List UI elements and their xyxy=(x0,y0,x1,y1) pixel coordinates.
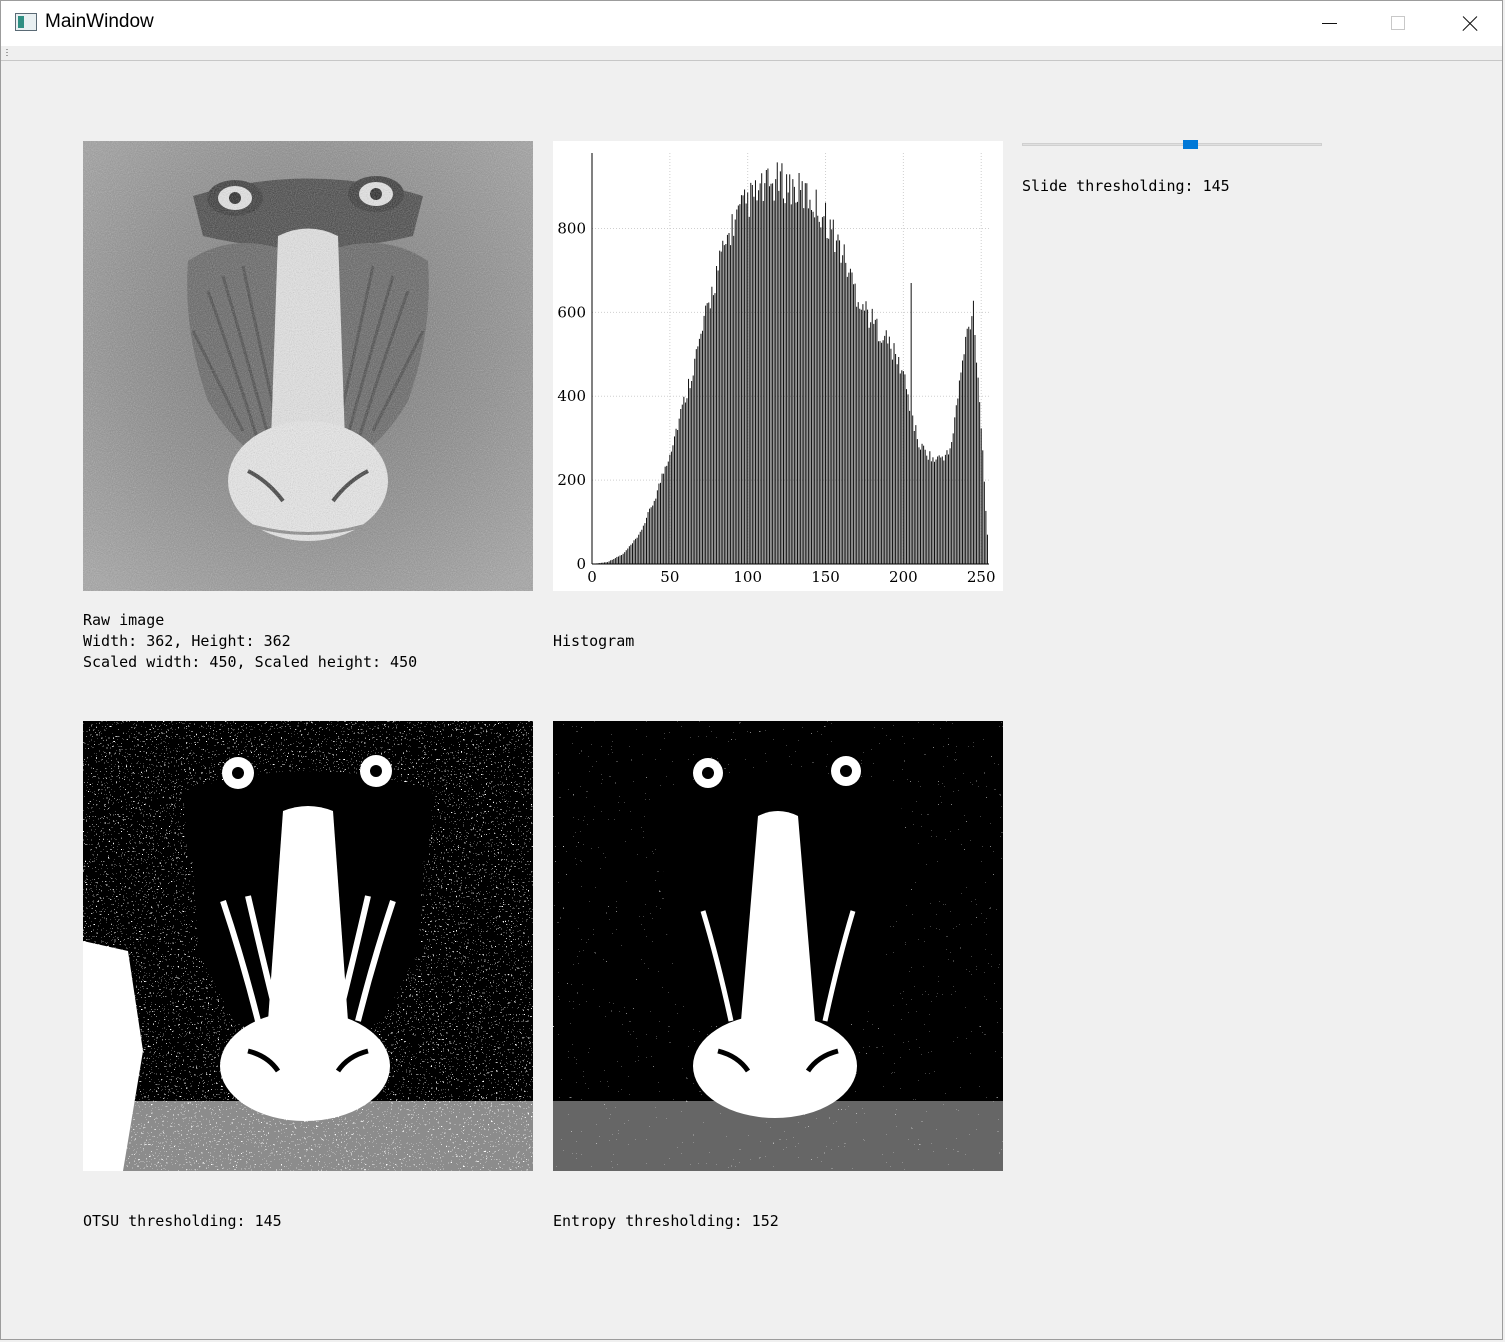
app-icon xyxy=(15,13,37,31)
title-bar[interactable]: MainWindow xyxy=(1,1,1502,46)
threshold-slider[interactable] xyxy=(1022,137,1322,153)
x-tick-label: 250 xyxy=(967,568,996,586)
histogram-chart: 0 50 100 150 200 250 0 200 400 600 800 xyxy=(553,141,1003,591)
y-tick-label: 0 xyxy=(576,555,586,573)
slider-track[interactable] xyxy=(1022,143,1322,146)
raw-image xyxy=(83,141,533,591)
slider-thumb[interactable] xyxy=(1183,140,1198,149)
y-tick-label: 600 xyxy=(557,303,586,321)
minimize-icon[interactable] xyxy=(1296,1,1364,46)
raw-image-size: Width: 362, Height: 362 xyxy=(83,632,291,650)
otsu-binary-image xyxy=(83,721,533,1171)
entropy-threshold-label: Entropy thresholding: 152 xyxy=(553,1212,779,1230)
baboon-grayscale-image xyxy=(83,141,533,591)
x-tick-label: 200 xyxy=(889,568,918,586)
otsu-threshold-label: OTSU thresholding: 145 xyxy=(83,1212,282,1230)
entropy-threshold-image xyxy=(553,721,1003,1171)
y-tick-label: 800 xyxy=(557,219,586,237)
otsu-threshold-image xyxy=(83,721,533,1171)
entropy-binary-image xyxy=(553,721,1003,1171)
maximize-icon[interactable] xyxy=(1364,1,1432,46)
x-tick-label: 150 xyxy=(811,568,840,586)
x-tick-label: 100 xyxy=(733,568,762,586)
y-tick-label: 200 xyxy=(557,471,586,489)
toolbar-grip-icon[interactable] xyxy=(6,49,8,57)
histogram-plot: 0 50 100 150 200 250 0 200 400 600 800 xyxy=(557,153,996,586)
raw-image-caption: Raw image xyxy=(83,611,165,629)
x-tick-label: 0 xyxy=(587,568,597,586)
x-tick-label: 50 xyxy=(660,568,679,586)
close-icon[interactable] xyxy=(1434,1,1502,46)
window-title: MainWindow xyxy=(45,11,154,32)
slide-threshold-label: Slide thresholding: 145 xyxy=(1022,177,1230,195)
histogram-caption: Histogram xyxy=(553,632,635,650)
toolbar xyxy=(1,46,1502,61)
y-tick-label: 400 xyxy=(557,387,586,405)
raw-image-scaled-size: Scaled width: 450, Scaled height: 450 xyxy=(83,653,418,671)
